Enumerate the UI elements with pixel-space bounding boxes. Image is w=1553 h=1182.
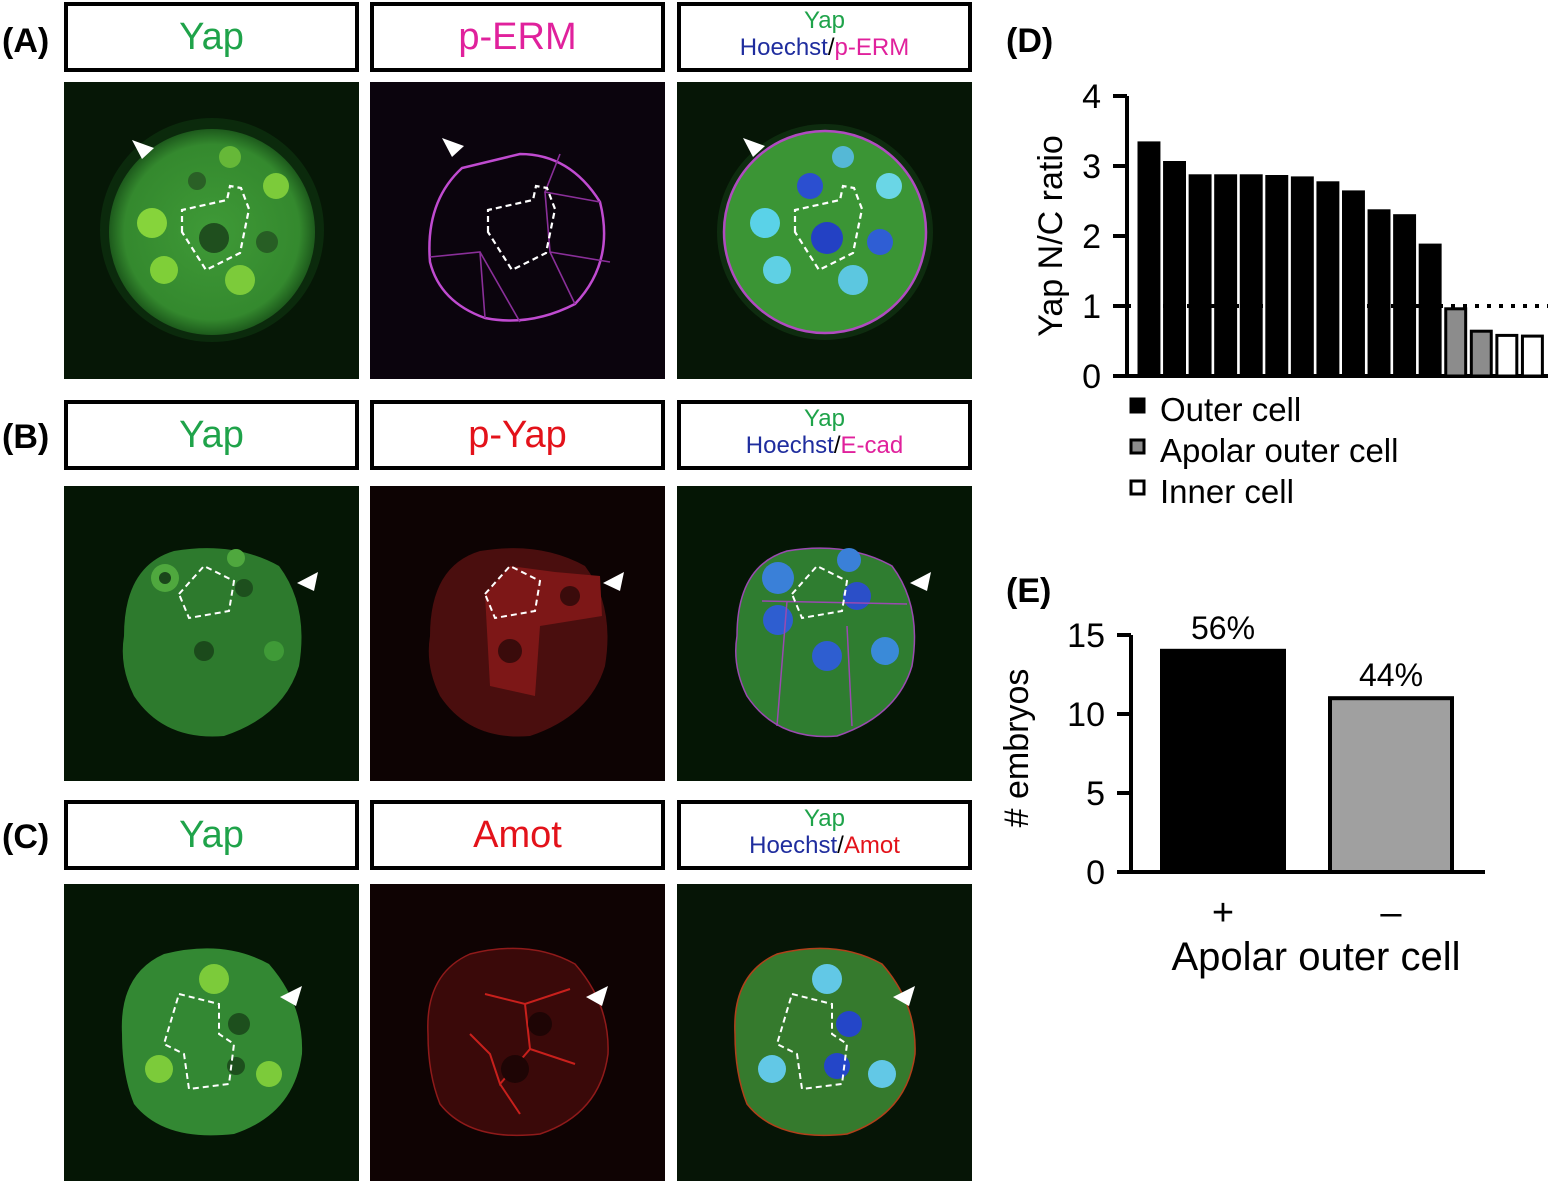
e-x-tick-label: + <box>1212 892 1234 934</box>
bar <box>1495 333 1519 378</box>
bar <box>1393 214 1417 378</box>
y-tick-label: 1 <box>1082 288 1101 326</box>
merge-a-third: p-ERM <box>834 34 910 61</box>
merge-a-hoechst: Hoechst <box>739 34 828 61</box>
micrograph-b-pyap <box>370 486 665 781</box>
arrowhead-icon <box>442 138 464 157</box>
merge-a-line1: Yap <box>804 7 845 34</box>
merge-c-line1: Yap <box>804 805 845 832</box>
e-y-tick-label: 5 <box>1086 775 1105 813</box>
header-a-perm: p-ERM <box>370 2 665 72</box>
merge-b-line1: Yap <box>804 405 845 432</box>
arrowhead-icon <box>603 572 624 591</box>
arrowhead-icon <box>297 572 318 591</box>
micrograph-a-yap <box>64 82 359 379</box>
e-y-axis-label: # embryos <box>998 669 1036 828</box>
header-b-yap: Yap <box>64 400 359 470</box>
legend-label: Apolar outer cell <box>1160 432 1398 469</box>
header-a-yap: Yap <box>64 2 359 72</box>
y-tick-label: 3 <box>1082 148 1101 186</box>
y-tick-label: 4 <box>1082 78 1101 116</box>
micrograph-c-amot <box>370 884 665 1181</box>
legend-swatch <box>1129 438 1146 455</box>
micrograph-a-perm <box>370 82 665 379</box>
merge-c-sep: / <box>837 832 844 859</box>
header-c-merge: Yap Hoechst/Amot <box>677 800 972 870</box>
micrograph-b-yap <box>64 486 359 781</box>
bar <box>1316 181 1340 378</box>
header-c-amot: Amot <box>370 800 665 870</box>
e-bar-label: 44% <box>1359 657 1423 693</box>
header-b-pyap: p-Yap <box>370 400 665 470</box>
bar <box>1444 307 1468 378</box>
e-x-tick-label: – <box>1380 892 1402 934</box>
legend-label: Outer cell <box>1160 391 1301 428</box>
e-bar <box>1160 648 1286 874</box>
panel-label-c: (C) <box>2 818 50 856</box>
panel-label-a: (A) <box>2 22 50 60</box>
bar <box>1418 243 1442 378</box>
arrowhead-icon <box>586 986 608 1006</box>
merge-a-sep: / <box>827 34 835 61</box>
micrograph-c-yap <box>64 884 359 1181</box>
y-tick-label: 2 <box>1082 218 1101 256</box>
arrowhead-icon <box>893 986 915 1006</box>
y-axis-label: Yap N/C ratio <box>1032 135 1070 337</box>
micrograph-a-merge <box>677 82 972 379</box>
header-a-merge: Yap Hoechst/p-ERM <box>677 2 972 72</box>
merge-c-hoechst: Hoechst <box>749 832 838 859</box>
y-tick-label: 0 <box>1082 358 1101 396</box>
arrowhead-icon <box>743 138 765 157</box>
header-c-yap: Yap <box>64 800 359 870</box>
merge-c-third: Amot <box>843 832 900 859</box>
arrowhead-icon <box>132 140 154 159</box>
bar <box>1290 176 1314 378</box>
merge-b-third: E-cad <box>840 432 904 459</box>
panel-label-e: (E) <box>1006 572 1052 610</box>
bar <box>1469 329 1493 378</box>
bar <box>1214 174 1238 378</box>
panel-label-d: (D) <box>1006 22 1054 60</box>
e-y-tick-label: 10 <box>1067 696 1105 734</box>
legend-swatch <box>1129 397 1146 414</box>
bar <box>1137 141 1161 378</box>
merge-b-hoechst: Hoechst <box>745 432 834 459</box>
bar <box>1188 174 1212 378</box>
e-x-axis-label: Apolar outer cell <box>1171 935 1460 979</box>
bar <box>1520 334 1544 378</box>
e-y-tick-label: 0 <box>1086 854 1105 892</box>
header-b-merge: Yap Hoechst/E-cad <box>677 400 972 470</box>
bar <box>1367 209 1391 378</box>
e-bar-label: 56% <box>1191 610 1255 646</box>
merge-b-sep: / <box>833 432 841 459</box>
arrowhead-icon <box>280 986 302 1006</box>
micrograph-b-merge <box>677 486 972 781</box>
bar <box>1342 190 1365 378</box>
bar <box>1163 161 1187 378</box>
panel-label-b: (B) <box>2 418 50 456</box>
legend-label: Inner cell <box>1160 473 1294 510</box>
bar <box>1265 175 1289 378</box>
arrowhead-icon <box>910 572 931 591</box>
micrograph-c-merge <box>677 884 972 1181</box>
legend-swatch <box>1129 479 1146 496</box>
e-bar <box>1328 696 1454 875</box>
e-y-tick-label: 15 <box>1067 617 1105 655</box>
bar <box>1239 174 1263 378</box>
